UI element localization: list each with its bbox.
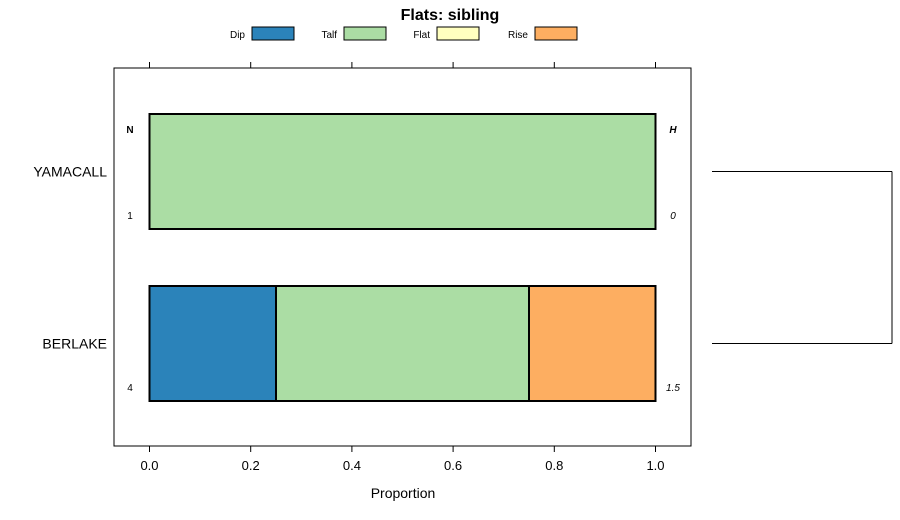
bar-berlake-dip bbox=[148, 285, 277, 402]
legend-label-rise: Rise bbox=[508, 30, 528, 41]
row-label-yamacall: YAMACALL bbox=[33, 164, 107, 180]
legend-swatch-dip bbox=[251, 26, 295, 41]
chart-title: Flats: sibling bbox=[401, 7, 500, 24]
x-tick-label: 0.8 bbox=[545, 458, 563, 473]
legend-label-flat: Flat bbox=[413, 30, 430, 41]
dendrogram bbox=[712, 171, 893, 344]
legend-swatch-flat bbox=[436, 26, 480, 41]
n-column-header: N bbox=[126, 125, 133, 136]
h-value-yamacall: 0 bbox=[670, 211, 676, 222]
legend-swatch-talf bbox=[343, 26, 387, 41]
row-labels: YAMACALL 1 0 BERLAKE 4 1.5 bbox=[33, 164, 680, 395]
bar-berlake-rise bbox=[528, 285, 657, 402]
n-value-berlake: 4 bbox=[127, 383, 133, 394]
x-tick-label: 0.4 bbox=[343, 458, 361, 473]
h-value-berlake: 1.5 bbox=[666, 383, 680, 394]
plot-frame bbox=[113, 67, 692, 447]
x-tick-label: 0.2 bbox=[242, 458, 260, 473]
legend: Dip Talf Flat Rise bbox=[230, 26, 578, 41]
x-tick-label: 0.6 bbox=[444, 458, 462, 473]
h-column-header: H bbox=[669, 125, 677, 136]
bar-yamacall-talf bbox=[148, 113, 657, 230]
bars bbox=[148, 113, 657, 402]
row-label-berlake: BERLAKE bbox=[42, 336, 107, 352]
n-value-yamacall: 1 bbox=[127, 211, 133, 222]
legend-swatch-rise bbox=[534, 26, 578, 41]
legend-label-talf: Talf bbox=[321, 30, 337, 41]
x-axis: 0.0 0.2 0.4 0.6 0.8 1.0 bbox=[140, 62, 665, 473]
x-tick-label: 0.0 bbox=[140, 458, 158, 473]
bar-berlake-talf bbox=[275, 285, 530, 402]
legend-label-dip: Dip bbox=[230, 30, 245, 41]
x-axis-label: Proportion bbox=[371, 485, 436, 501]
x-tick-label: 1.0 bbox=[646, 458, 664, 473]
